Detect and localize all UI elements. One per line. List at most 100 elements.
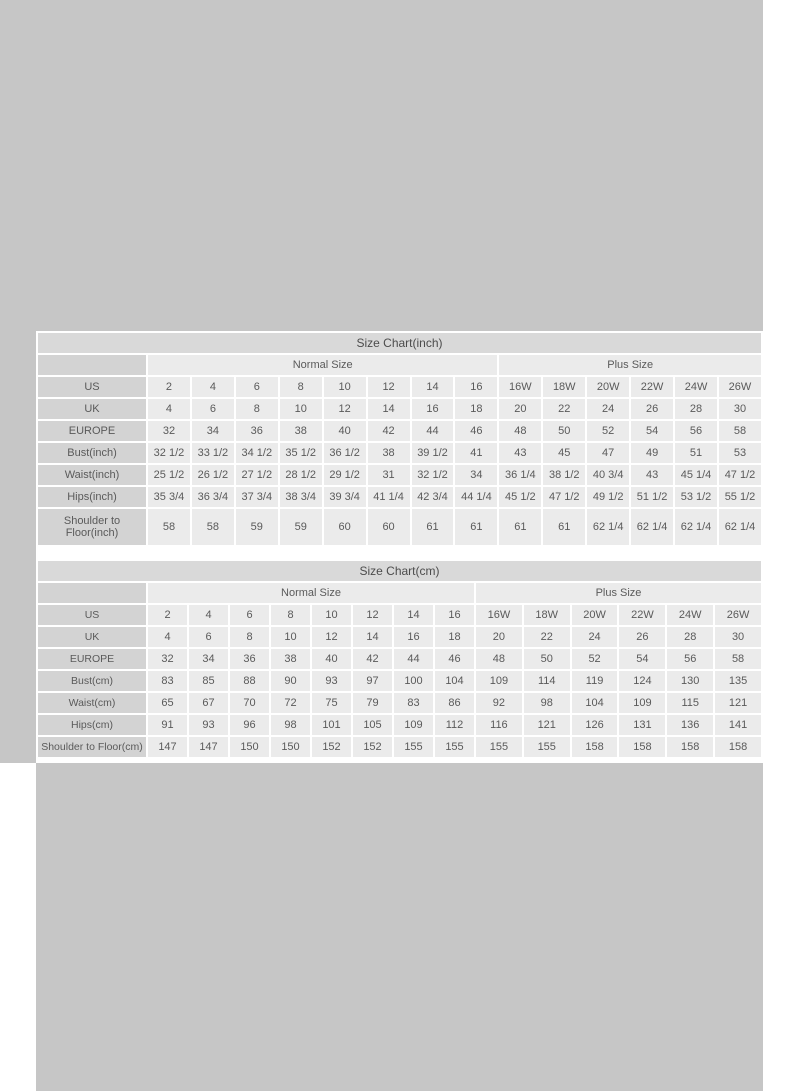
table-row: Bust(inch) 32 1/2 33 1/2 34 1/2 35 1/2 36 1/2… [38,443,761,463]
size-cell: 4 [189,605,228,625]
size-cell: 18W [543,377,586,397]
size-cell: 47 [587,443,630,463]
size-cell: 20W [571,605,618,625]
size-cell: 36 [235,421,278,441]
size-cell: 16W [476,605,522,625]
size-cell: 155 [394,737,433,757]
row-label: Waist(inch) [38,465,146,485]
size-cell: 58 [148,509,190,545]
size-cell: 104 [435,671,474,691]
size-cell: 158 [619,737,666,757]
size-cell: 46 [455,421,498,441]
size-cell: 40 [323,421,366,441]
size-cell: 51 [675,443,717,463]
size-cell: 150 [230,737,269,757]
size-cell: 158 [571,737,618,757]
row-label: EUROPE [38,421,146,441]
size-cell: 93 [189,715,228,735]
size-chart-table-inch: Size Chart(inch) Normal Size Plus Size U… [36,331,763,547]
size-cell: 58 [718,421,761,441]
size-cell: 44 1/4 [455,487,498,507]
size-cell: 72 [271,693,310,713]
row-label: Shoulder to Floor(inch) [38,509,146,545]
size-cell: 58 [715,649,761,669]
size-cell: 98 [271,715,310,735]
size-cell: 42 [353,649,392,669]
size-cell: 40 3/4 [587,465,630,485]
size-cell: 8 [230,627,269,647]
size-cell: 48 [476,649,522,669]
size-cell: 36 1/4 [499,465,542,485]
size-cell: 105 [353,715,392,735]
table-row: UK 4 6 8 10 12 14 16 18 20 22 24 26 28 30 [38,399,761,419]
size-cell: 28 1/2 [279,465,322,485]
size-cell: 30 [718,399,761,419]
normal-size-header: Normal Size [148,583,474,603]
table-row: Hips(cm) 91 93 96 98 101 105 109 112 116 121 126 131… [38,715,761,735]
size-cell: 24W [675,377,717,397]
table-row: EUROPE 32 34 36 38 40 42 44 46 48 50 52 54 56 58 [38,421,761,441]
size-chart-inch-title: Size Chart(inch) [38,333,761,353]
size-cell: 24 [587,399,630,419]
size-cell: 62 1/4 [675,509,717,545]
size-cell: 26 [631,399,674,419]
size-cell: 34 1/2 [235,443,278,463]
size-cell: 147 [189,737,228,757]
size-cell: 67 [189,693,228,713]
size-cell: 101 [312,715,351,735]
corner-cell [38,583,146,603]
size-cell: 27 1/2 [235,465,278,485]
table-row: US 2 4 6 8 10 12 14 16 16W 18W 20W 22W 24W 26W [38,377,761,397]
size-cell: 38 [279,421,322,441]
size-cell: 90 [271,671,310,691]
size-cell: 34 [189,649,228,669]
size-cell: 70 [230,693,269,713]
size-cell: 20 [499,399,542,419]
size-cell: 97 [353,671,392,691]
size-cell: 49 [631,443,674,463]
size-cell: 61 [455,509,498,545]
size-cell: 4 [191,377,234,397]
size-cell: 158 [667,737,714,757]
size-cell: 79 [353,693,392,713]
size-cell: 152 [353,737,392,757]
size-cell: 47 1/2 [543,487,586,507]
size-cell: 16 [435,605,474,625]
size-cell: 116 [476,715,522,735]
size-cell: 53 1/2 [675,487,717,507]
table-row: Bust(cm) 83 85 88 90 93 97 100 104 109 114 119 124 13… [38,671,761,691]
size-cell: 45 1/4 [675,465,717,485]
size-cell: 4 [148,627,187,647]
size-cell: 10 [279,399,322,419]
size-cell: 24W [667,605,714,625]
size-cell: 56 [667,649,714,669]
size-cell: 88 [230,671,269,691]
size-cell: 8 [279,377,322,397]
row-label: UK [38,627,146,647]
size-cell: 32 1/2 [411,465,454,485]
corner-cell [38,355,146,375]
size-cell: 62 1/4 [631,509,674,545]
size-cell: 92 [476,693,522,713]
size-cell: 34 [455,465,498,485]
size-chart-table-cm: Size Chart(cm) Normal Size Plus Size US 2… [36,559,763,759]
size-cell: 155 [523,737,570,757]
size-cell: 109 [394,715,433,735]
size-cell: 83 [148,671,187,691]
table-row: US 2 4 6 8 10 12 14 16 16W 18W 20W 22W 24W 26W [38,605,761,625]
size-cell: 36 3/4 [191,487,234,507]
size-cell: 6 [191,399,234,419]
row-label: EUROPE [38,649,146,669]
size-cell: 10 [323,377,366,397]
size-cell: 115 [667,693,714,713]
size-cell: 86 [435,693,474,713]
size-cell: 51 1/2 [631,487,674,507]
size-cell: 38 [271,649,310,669]
size-cell: 24 [571,627,618,647]
size-cell: 62 1/4 [718,509,761,545]
size-cell: 12 [353,605,392,625]
size-cell: 31 [367,465,410,485]
size-cell: 60 [323,509,366,545]
size-cell: 114 [523,671,570,691]
table-row: Shoulder to Floor(cm) 147 147 150 150 152 152 1… [38,737,761,757]
